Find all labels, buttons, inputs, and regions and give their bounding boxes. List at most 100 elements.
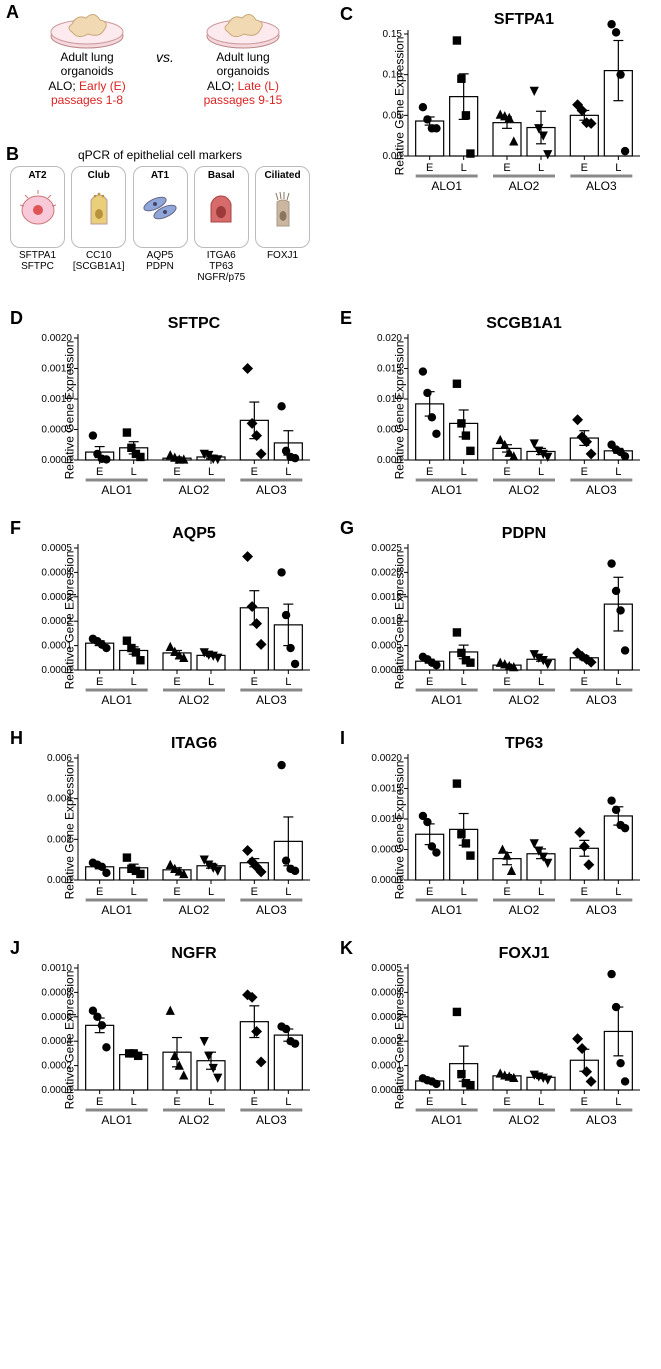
petri-dish-icon	[203, 6, 283, 46]
x-group-label: ALO1	[101, 483, 132, 497]
cell-name: Club	[88, 170, 110, 181]
markers-list: SFTPA1SFTPC	[10, 250, 65, 272]
marker: PDPN	[133, 261, 188, 272]
x-condition-label: L	[538, 886, 544, 898]
dish-caption: Adult lung organoids ALO; Late (L) passa…	[178, 50, 308, 108]
chart-sftpa1: CRelative Gene ExpressionSFTPA10.000.050…	[340, 6, 650, 206]
cell-name: Basal	[208, 170, 235, 181]
x-condition-label: E	[96, 466, 103, 478]
marker: SFTPA1	[10, 250, 65, 261]
x-condition-label: E	[426, 1096, 433, 1108]
cell-pill: Club	[71, 166, 126, 248]
x-condition-label: L	[538, 162, 544, 174]
x-group-label: ALO2	[509, 693, 540, 707]
marker: TP63	[194, 261, 249, 272]
panel-h-label: H	[10, 728, 23, 749]
caption-line: passages 9-15	[178, 93, 308, 107]
dish-row: Adult lung organoids ALO; Early (E) pass…	[20, 6, 310, 108]
x-group-label: ALO1	[431, 179, 462, 193]
chart-title: SCGB1A1	[486, 315, 562, 332]
cell-pill: Basal	[194, 166, 249, 248]
x-condition-label: L	[208, 1096, 214, 1108]
x-condition-label: E	[426, 162, 433, 174]
x-condition-label: E	[503, 162, 510, 174]
panel-b: BqPCR of epithelial cell markersAT2SFTPA…	[10, 148, 310, 298]
x-condition-label: L	[538, 1096, 544, 1108]
x-group-label: ALO3	[586, 693, 617, 707]
x-condition-label: L	[285, 676, 291, 688]
x-group-label: ALO3	[586, 179, 617, 193]
cell-icon	[18, 183, 58, 229]
dish-caption: Adult lung organoids ALO; Early (E) pass…	[22, 50, 152, 108]
x-condition-label: E	[426, 466, 433, 478]
cell-name: AT1	[151, 170, 169, 181]
x-group-label: ALO3	[256, 693, 287, 707]
petri-dish-icon	[47, 6, 127, 46]
chart-title: ITAG6	[171, 735, 217, 752]
x-condition-label: L	[461, 466, 467, 478]
panel-a: A Adult lung organoids ALO; Early (E) pa…	[10, 6, 310, 136]
x-condition-label: E	[581, 1096, 588, 1108]
figure-root: A Adult lung organoids ALO; Early (E) pa…	[0, 0, 661, 1160]
marker: FOXJ1	[255, 250, 310, 261]
y-axis-label: Relative Gene Expression	[62, 341, 76, 480]
cell-icon	[263, 183, 303, 229]
chart-title: AQP5	[172, 525, 216, 542]
x-group-label: ALO2	[179, 483, 210, 497]
chart-title: PDPN	[502, 525, 546, 542]
chart-sftpc: DRelative Gene ExpressionSFTPC0.00000.00…	[10, 310, 320, 510]
x-condition-label: E	[173, 886, 180, 898]
x-group-label: ALO1	[101, 903, 132, 917]
panel-b-title: qPCR of epithelial cell markers	[10, 148, 310, 162]
caption-line: Adult lung	[178, 50, 308, 64]
x-condition-label: L	[615, 162, 621, 174]
cell-types-row: AT2SFTPA1SFTPCClubCC10[SCGB1A1]AT1AQP5PD…	[10, 166, 310, 283]
x-group-label: ALO2	[509, 1113, 540, 1127]
panel-f-label: F	[10, 518, 21, 539]
x-condition-label: E	[173, 676, 180, 688]
x-condition-label: L	[615, 886, 621, 898]
x-condition-label: E	[503, 886, 510, 898]
x-condition-label: E	[251, 1096, 258, 1108]
panel-a-label: A	[6, 2, 19, 23]
x-condition-label: E	[251, 676, 258, 688]
bar	[527, 1077, 555, 1090]
caption-line: ALO; Late (L)	[178, 79, 308, 93]
caption-line: Adult lung	[22, 50, 152, 64]
x-group-label: ALO2	[509, 179, 540, 193]
x-condition-label: E	[503, 466, 510, 478]
x-condition-label: L	[285, 1096, 291, 1108]
chart-title: SFTPC	[168, 315, 221, 332]
chart-tp63: IRelative Gene ExpressionTP630.00000.000…	[340, 730, 650, 930]
caption-line: ALO; Early (E)	[22, 79, 152, 93]
cell-icon	[79, 183, 119, 229]
chart-title: SFTPA1	[494, 11, 554, 28]
x-condition-label: E	[581, 466, 588, 478]
chart-svg: SFTPC0.00000.00050.00100.00150.0020ELELE…	[10, 310, 320, 510]
chart-svg: AQP50.00000.00010.00020.00030.00040.0005…	[10, 520, 320, 720]
x-group-label: ALO3	[256, 903, 287, 917]
x-condition-label: L	[615, 676, 621, 688]
panel-i-label: I	[340, 728, 345, 749]
chart-svg: SFTPA10.000.050.100.15ELELELALO1ALO2ALO3	[340, 6, 650, 206]
chart-svg: TP630.00000.00050.00100.00150.0020ELELEL…	[340, 730, 650, 930]
chart-itag6: HRelative Gene ExpressionITAG60.0000.002…	[10, 730, 320, 930]
chart-title: NGFR	[171, 945, 217, 962]
x-condition-label: L	[208, 886, 214, 898]
x-group-label: ALO1	[431, 903, 462, 917]
chart-svg: SCGB1A10.0000.0050.0100.0150.020ELELELAL…	[340, 310, 650, 510]
cell-pill: AT2	[10, 166, 65, 248]
chart-svg: NGFR0.00000.00020.00040.00060.00080.0010…	[10, 940, 320, 1140]
x-condition-label: E	[581, 162, 588, 174]
x-condition-label: L	[615, 1096, 621, 1108]
bar	[197, 655, 225, 670]
cell-type-at1: AT1AQP5PDPN	[133, 166, 188, 283]
cell-name: Ciliated	[264, 170, 300, 181]
y-axis-label: Relative Gene Expression	[62, 551, 76, 690]
caption-line: passages 1-8	[22, 93, 152, 107]
chart-svg: PDPN0.00000.00050.00100.00150.00200.0025…	[340, 520, 650, 720]
chart-title: TP63	[505, 735, 543, 752]
x-group-label: ALO3	[586, 483, 617, 497]
x-group-label: ALO1	[101, 693, 132, 707]
cell-type-basal: BasalITGA6TP63NGFR/p75	[194, 166, 249, 283]
